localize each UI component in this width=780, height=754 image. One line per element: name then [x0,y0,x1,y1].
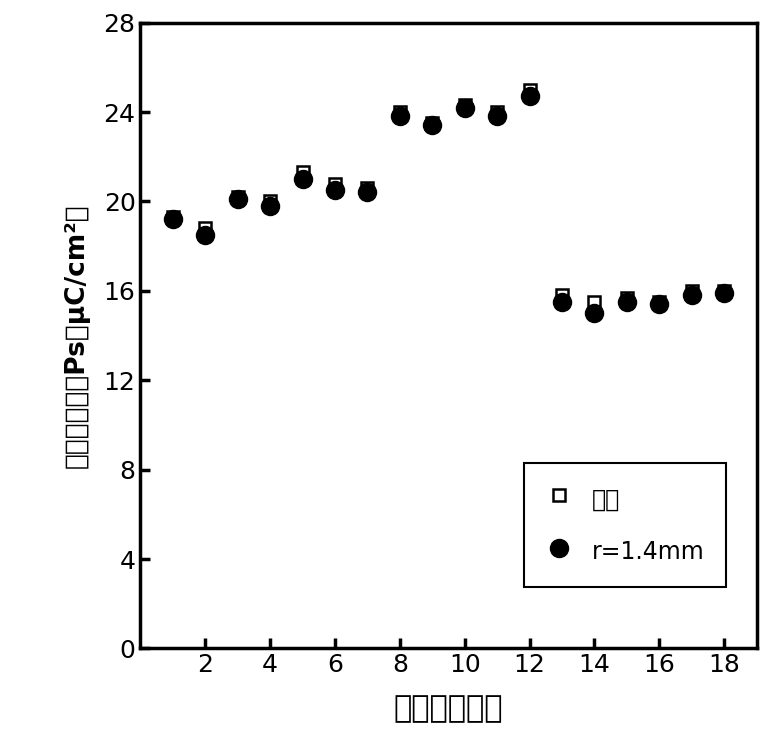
平整 [558,291,567,300]
平整 [265,197,275,206]
r=1.4mm [590,308,599,317]
r=1.4mm [200,231,210,240]
Legend: 平整, r=1.4mm: 平整, r=1.4mm [524,463,726,587]
r=1.4mm [492,112,502,121]
平整 [525,85,534,94]
平整 [363,183,372,192]
r=1.4mm [719,289,729,298]
r=1.4mm [395,112,405,121]
平整 [654,298,664,307]
r=1.4mm [460,103,470,112]
平整 [687,287,697,296]
平整 [298,168,307,177]
X-axis label: 实例实施序号: 实例实施序号 [394,694,503,723]
r=1.4mm [558,298,567,307]
平整 [233,192,243,201]
r=1.4mm [427,121,437,130]
平整 [460,101,470,110]
r=1.4mm [622,298,632,307]
平整 [200,224,210,233]
r=1.4mm [687,291,697,300]
r=1.4mm [168,215,178,224]
平整 [427,118,437,127]
r=1.4mm [525,92,534,101]
平整 [719,287,729,296]
r=1.4mm [265,201,275,210]
r=1.4mm [330,185,339,195]
平整 [622,293,632,302]
平整 [395,108,405,117]
Line: r=1.4mm: r=1.4mm [164,87,733,322]
平整 [168,213,178,222]
r=1.4mm [298,175,307,184]
r=1.4mm [363,188,372,197]
r=1.4mm [654,300,664,309]
Y-axis label: 饱和极化强度Ps（μC/cm²）: 饱和极化强度Ps（μC/cm²） [64,204,90,467]
平整 [492,108,502,117]
平整 [590,298,599,307]
r=1.4mm [233,195,243,204]
Line: 平整: 平整 [167,84,730,308]
平整 [330,179,339,188]
